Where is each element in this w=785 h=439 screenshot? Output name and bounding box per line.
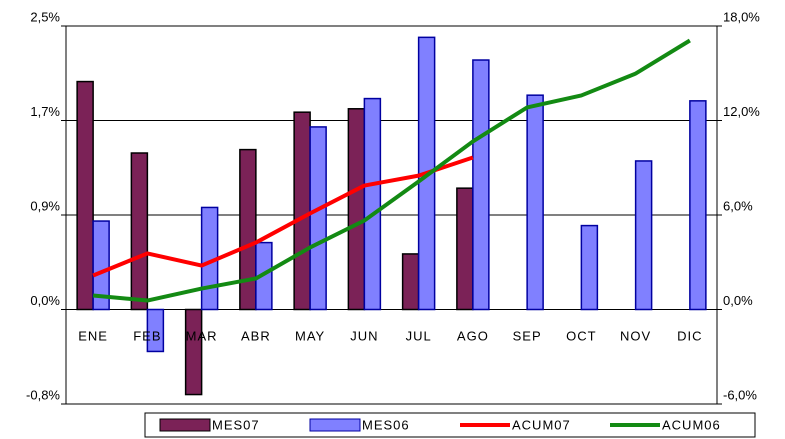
bar [76,80,94,311]
x-tick-label: AGO [457,328,489,343]
legend-label: ACUM07 [512,417,571,432]
x-tick-label: JUL [406,328,432,343]
bar [92,220,110,311]
bar [184,308,203,396]
bar [472,59,490,311]
bar [130,152,149,311]
bar [363,97,382,311]
y-tick-label: 0,9% [30,198,60,213]
x-tick-label: NOV [620,328,651,343]
y2-tick-label: 6,0% [723,198,753,213]
bar [239,148,257,311]
x-tick-label: FEB [133,328,161,343]
line [92,155,474,278]
y2-tick-label: -6,0% [723,387,757,402]
y2-tick-label: 0,0% [723,293,753,308]
x-tick-label: OCT [566,328,596,343]
legend-label: MES06 [362,417,410,432]
y-tick-label: 0,0% [30,293,60,308]
bar [526,94,544,311]
bar [580,224,599,311]
bar [456,187,474,311]
x-tick-label: MAY [295,328,325,343]
y-tick-label: -0,8% [26,387,60,402]
bar [309,126,327,311]
legend-symbol [309,418,361,432]
x-tick-label: ABR [241,328,271,343]
bar [146,308,165,353]
legend-label: ACUM06 [662,417,721,432]
x-tick-label: ENE [78,328,108,343]
y-tick-label: 2,5% [30,9,60,24]
bar [293,111,311,311]
x-tick-label: JUN [350,328,378,343]
legend-label: MES07 [212,417,260,432]
x-tick-label: DIC [677,328,702,343]
legend-symbol [159,418,211,432]
y-tick-label: 1,7% [30,104,60,119]
y2-tick-label: 18,0% [723,9,760,24]
y2-tick-label: 12,0% [723,104,760,119]
bar [401,253,420,311]
line [92,38,691,303]
x-tick-label: SEP [513,328,542,343]
bar [634,160,653,311]
bar [347,108,366,311]
bar [689,100,707,311]
x-tick-label: MAR [186,328,218,343]
